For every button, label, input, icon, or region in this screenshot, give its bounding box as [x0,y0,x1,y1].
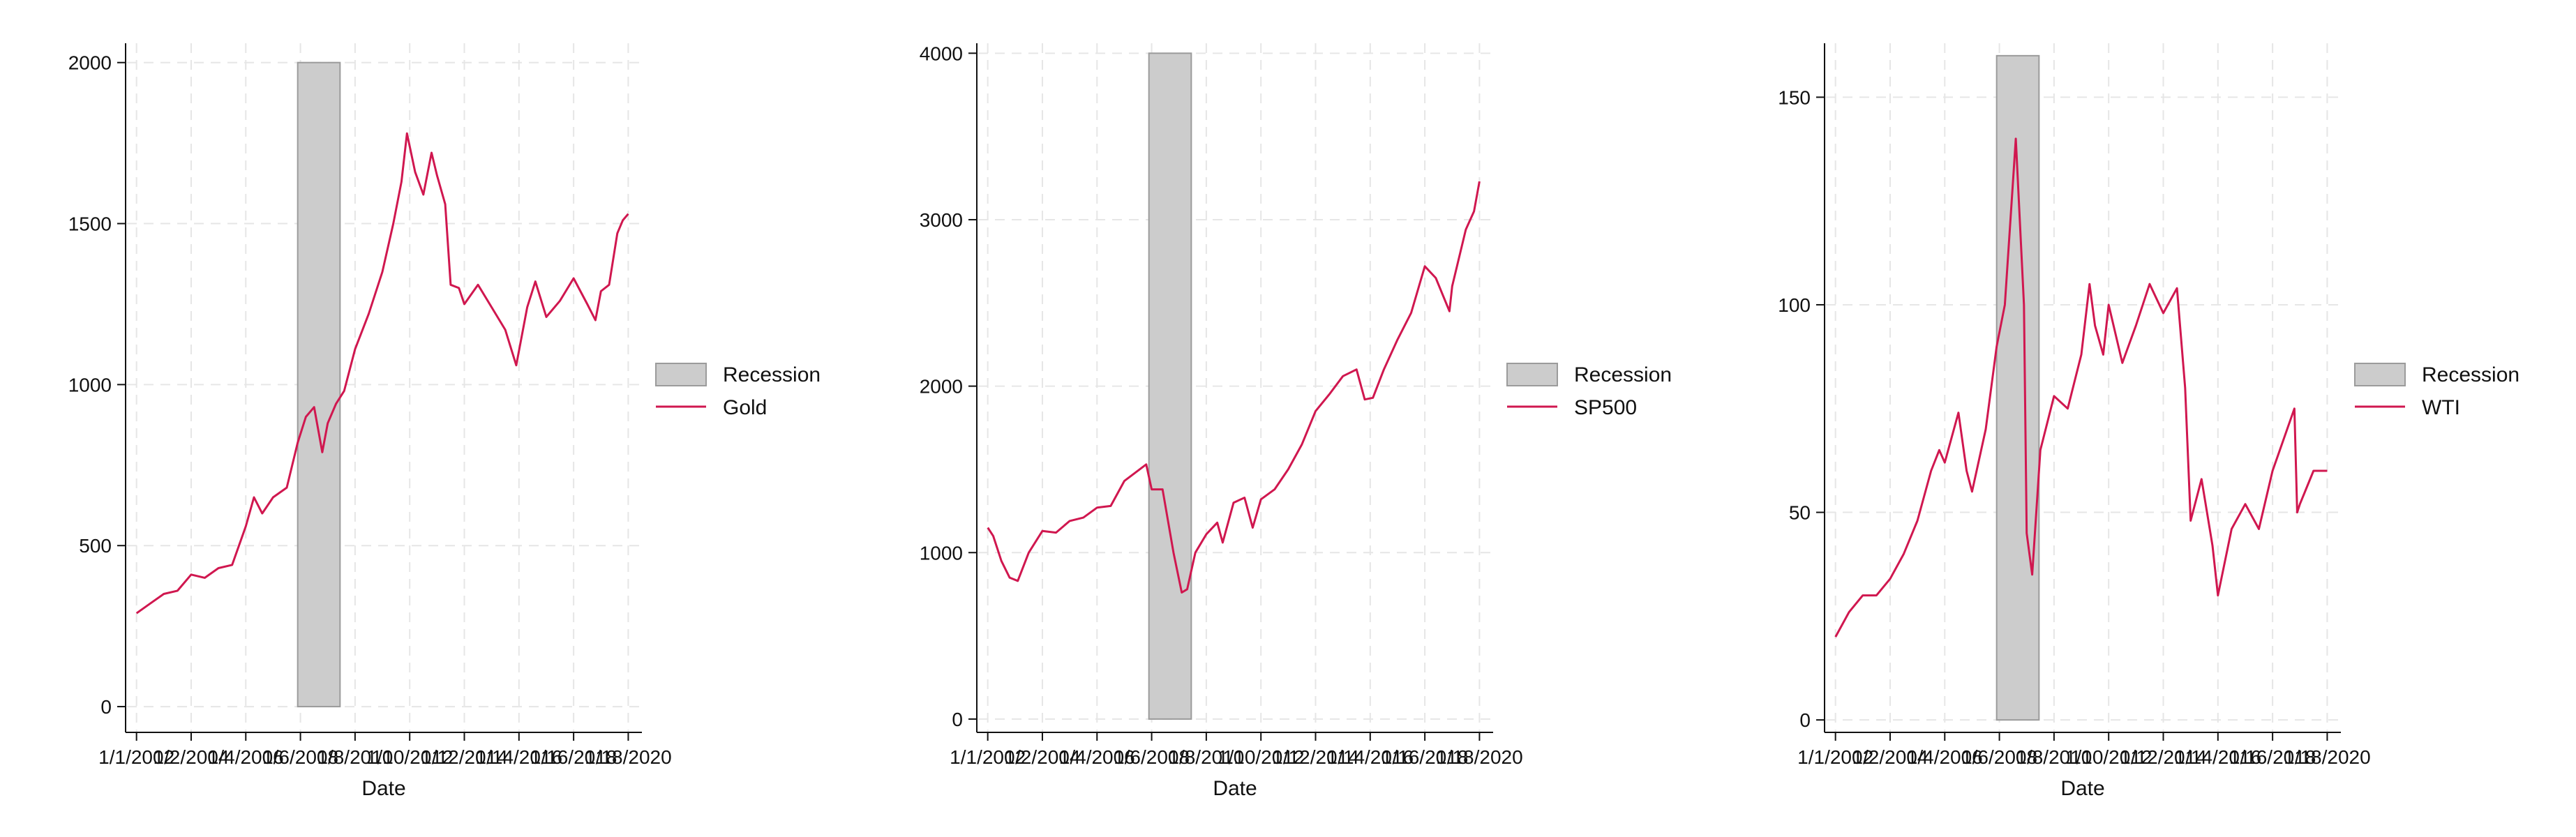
x-tick-label: 1/4/2006 [1907,746,1983,768]
y-tick-label: 150 [1778,86,1811,108]
legend-label-series: WTI [2422,396,2460,419]
x-axis-title: Date [361,777,405,800]
x-tick-label: 1/1/2002 [98,746,174,768]
recession-band [1995,54,2040,721]
x-tick-label: 1/2/2004 [153,746,229,768]
chart-panel-1: 0 500 1000 1500 2000 1/1/20021/2/20041/4/2006… [68,43,821,800]
y-tick-label: 50 [1789,502,1811,524]
x-tick-label: 1/10/2012 [2065,746,2152,768]
legend-label-series: SP500 [1574,396,1637,419]
y-tick-label: 4000 [920,43,963,64]
legend-swatch-recession [2354,363,2406,386]
x-tick-label: 1/8/2010 [1168,746,1244,768]
recession-band [297,61,341,708]
x-tick-label: 1/14/2016 [1327,746,1414,768]
x-tick-label: 1/1/2002 [1797,746,1873,768]
y-tick-label: 100 [1778,294,1811,316]
y-tick-label: 0 [1799,709,1811,731]
y-tick-label: 0 [100,696,112,718]
y-tick-label: 1500 [68,213,112,235]
legend: Recession WTI [2354,363,2519,419]
y-tick-label: 0 [952,709,963,730]
x-axis-title: Date [1213,777,1257,800]
legend-label-recession: Recession [1574,363,1672,386]
legend-swatch-recession [655,363,707,386]
x-tick-label: 1/14/2016 [476,746,563,768]
legend-label-recession: Recession [723,363,821,386]
legend: Recession Gold [655,363,821,419]
legend-label-series: Gold [723,396,767,419]
y-tick-label: 500 [79,535,112,557]
x-tick-label: 1/14/2016 [2175,746,2262,768]
x-tick-label: 1/2/2004 [1852,746,1928,768]
series-line-wti [1834,137,2328,638]
legend-label-recession: Recession [2422,363,2519,386]
x-tick-label: 1/8/2010 [2016,746,2092,768]
y-tick-label: 2000 [68,52,112,74]
x-tick-label: 1/18/2020 [585,746,672,768]
x-tick-label: 1/1/2002 [950,746,1026,768]
x-tick-label: 1/18/2020 [2284,746,2371,768]
legend: Recession SP500 [1506,363,1672,419]
series-line-sp500 [987,181,1481,594]
x-tick-label: 1/8/2010 [317,746,393,768]
x-tick-label: 1/12/2014 [1272,746,1359,768]
x-tick-label: 1/12/2014 [421,746,508,768]
x-tick-label: 1/18/2020 [1436,746,1523,768]
x-tick-label: 1/16/2018 [2229,746,2316,768]
series-line-gold [135,132,629,614]
x-tick-label: 1/6/2008 [262,746,338,768]
recession-band [1148,52,1192,720]
chart-panel-3: 0 50 100 150 1/1/20021/2/20041/4/20061/6/200… [1778,43,2519,800]
y-tick-label: 1000 [920,542,963,564]
x-tick-label: 1/10/2012 [1218,746,1305,768]
x-tick-label: 1/6/2008 [1961,746,2037,768]
y-tick-label: 3000 [920,209,963,231]
y-tick-label: 2000 [920,376,963,398]
x-tick-label: 1/4/2006 [208,746,284,768]
x-axis-title: Date [2060,777,2104,800]
x-tick-label: 1/6/2008 [1114,746,1190,768]
y-tick-label: 1000 [68,374,112,395]
x-tick-label: 1/2/2004 [1004,746,1080,768]
x-tick-label: 1/16/2018 [530,746,617,768]
x-tick-label: 1/4/2006 [1059,746,1135,768]
x-tick-label: 1/16/2018 [1381,746,1469,768]
x-tick-label: 1/12/2014 [2120,746,2207,768]
x-tick-label: 1/10/2012 [366,746,454,768]
legend-swatch-recession [1506,363,1558,386]
chart-panel-2: 0 1000 2000 3000 4000 1/1/20021/2/20041/4/200… [920,43,1672,800]
